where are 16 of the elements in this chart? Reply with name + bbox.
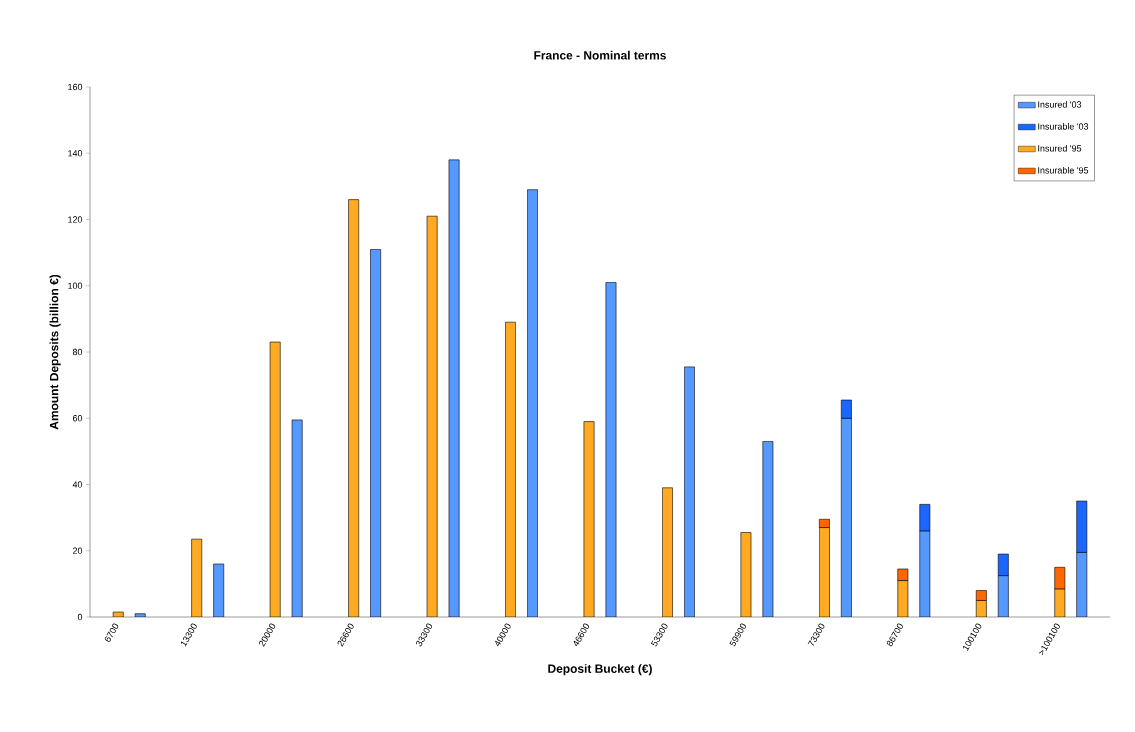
x-axis-title: Deposit Bucket (€) xyxy=(548,664,652,676)
y-tick-label: 140 xyxy=(68,150,83,157)
y-tick-label: 0 xyxy=(77,613,83,621)
y-axis-title: Amount Deposits (billion €) xyxy=(49,274,61,430)
y-tick-label: 160 xyxy=(68,83,83,91)
y-tick-label: 60 xyxy=(72,415,83,422)
chart-title: France - Nominal terms xyxy=(534,50,666,60)
y-tick-label: 40 xyxy=(72,481,83,488)
legend-label: Insured '03 xyxy=(1038,101,1082,108)
y-tick-label: 20 xyxy=(72,547,83,554)
y-tick-label: 100 xyxy=(68,282,83,289)
legend-label: Insurable '95 xyxy=(1038,166,1089,174)
y-tick-label: 120 xyxy=(68,216,83,223)
legend-label: Insurable '03 xyxy=(1038,123,1089,130)
legend-label: Insured '95 xyxy=(1038,144,1082,152)
y-tick-label: 80 xyxy=(72,348,83,356)
